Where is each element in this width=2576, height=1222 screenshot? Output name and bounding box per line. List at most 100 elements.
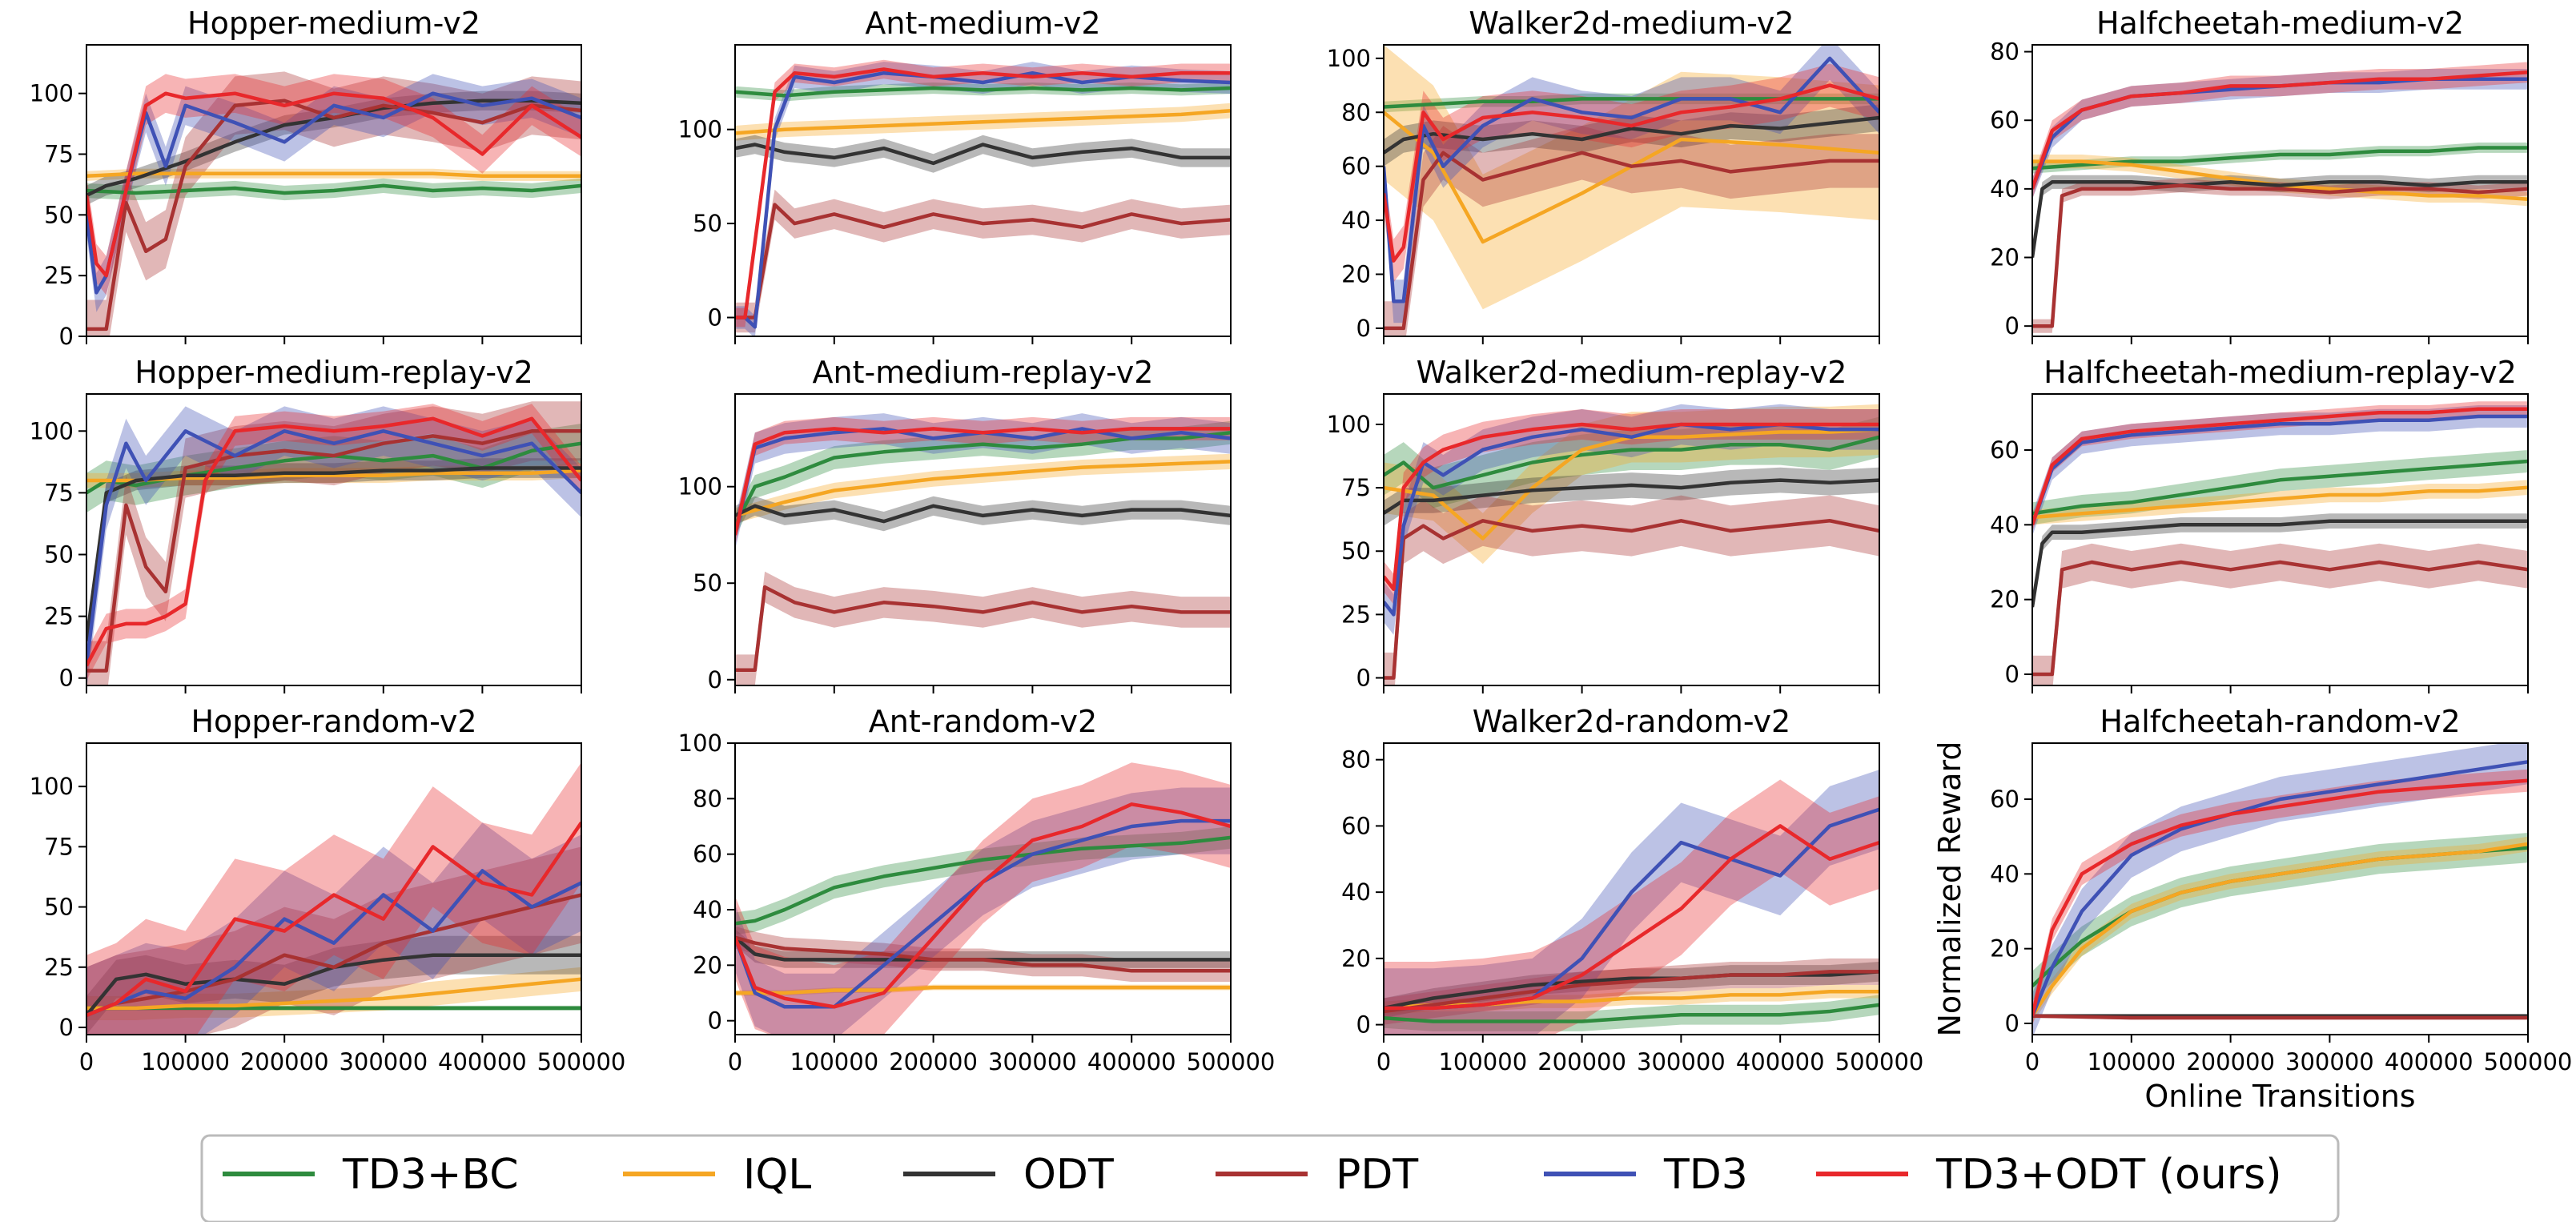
band-pdt (735, 571, 1231, 685)
y-tick-label: 0 (2005, 312, 2019, 340)
band-td3-bc (735, 420, 1231, 537)
subplot-title: Ant-medium-replay-v2 (813, 355, 1154, 390)
y-tick-label: 25 (44, 954, 74, 981)
subplot-11: Walker2d-random-v2 0 20 40 60 80 0 100000 200000… (1341, 704, 1923, 1075)
legend-label-pdt: PDT (1336, 1151, 1418, 1199)
y-tick-label: 50 (693, 210, 722, 237)
subplot-6: Ant-medium-replay-v2 0 50 100 (678, 355, 1232, 693)
y-tick-label: 25 (44, 262, 74, 289)
legend-label-iql: IQL (743, 1151, 811, 1199)
y-tick-label: 40 (693, 896, 722, 923)
y-tick-label: 75 (44, 141, 74, 168)
band-pdt (735, 189, 1231, 333)
plot-area (1384, 404, 1879, 685)
y-tick-label: 20 (1990, 935, 2019, 963)
line-td3-odt-ours- (735, 802, 1231, 1009)
line-td3-odt-ours- (1384, 422, 1879, 591)
legend-label-td3-odt-ours: TD3+ODT (ours) (1935, 1151, 2282, 1199)
y-tick-label: 20 (1990, 586, 2019, 613)
y-tick-label: 25 (44, 603, 74, 630)
line-pdt (1384, 151, 1879, 331)
y-tick-label: 100 (30, 417, 74, 444)
axes-frame (2031, 742, 2529, 1035)
band-pdt (1384, 126, 1879, 336)
x-tick-label: 300000 (339, 1048, 428, 1075)
axes-frame (86, 393, 582, 686)
y-tick-label: 0 (708, 666, 722, 693)
subplot-9: Hopper-random-v2 0 25 50 75 100 0 100000 200000 3… (30, 704, 626, 1075)
x-tick-label: 200000 (889, 1048, 978, 1075)
plot-area (735, 59, 1231, 336)
band-td3 (1384, 404, 1879, 635)
y-tick-label: 80 (693, 785, 722, 812)
axes-frame (86, 44, 582, 337)
line-td3 (2032, 414, 2528, 526)
line-td3 (2032, 760, 2528, 1017)
x-tick-label: 200000 (240, 1048, 329, 1075)
band-iql (1384, 45, 1879, 310)
y-tick-label: 40 (1990, 511, 2019, 538)
axes-frame (2031, 393, 2529, 686)
subplot-12: Halfcheetah-random-v2 0 20 40 60 0 100000 20000… (1932, 704, 2572, 1114)
subplot-1: Hopper-medium-v2 0 25 50 75 100 (30, 6, 582, 350)
x-tick-label: 200000 (1537, 1048, 1626, 1075)
legend-box (200, 1134, 2340, 1222)
x-tick-label: 300000 (2285, 1048, 2374, 1075)
line-iql (2032, 485, 2528, 520)
y-tick-label: 0 (59, 323, 74, 350)
band-td3-bc (2032, 833, 2528, 1001)
band-odt (735, 135, 1231, 173)
plot-area (735, 762, 1231, 1035)
subplot-4: Halfcheetah-medium-v2 0 20 40 60 80 (1990, 6, 2529, 344)
line-pdt (2032, 1014, 2528, 1020)
x-tick-label: 100000 (790, 1048, 878, 1075)
band-td3-odt-ours- (1384, 63, 1879, 283)
subplot-10: Ant-random-v2 0 20 40 60 80 100 0 100000 200000 30… (678, 704, 1276, 1075)
y-tick-label: 0 (2005, 661, 2019, 688)
x-tick-label: 300000 (988, 1048, 1077, 1075)
band-pdt (2032, 543, 2528, 685)
subplot-title: Halfcheetah-medium-v2 (2096, 6, 2464, 41)
line-td3 (86, 429, 581, 666)
line-iql (735, 108, 1231, 135)
line-pdt (2032, 560, 2528, 677)
y-tick-label: 0 (2005, 1010, 2019, 1037)
subplot-title: Halfcheetah-random-v2 (2100, 704, 2460, 739)
x-tick-label: 500000 (1187, 1048, 1276, 1075)
plot-area (86, 71, 581, 336)
y-tick-label: 25 (1341, 601, 1371, 628)
line-iql (2032, 842, 2528, 1017)
plot-area (2032, 743, 2528, 1035)
y-tick-label: 60 (1990, 786, 2019, 813)
band-odt (735, 496, 1231, 532)
y-tick-label: 80 (1990, 38, 2019, 66)
legend-label-odt: ODT (1023, 1151, 1114, 1199)
y-tick-label: 60 (1990, 436, 2019, 464)
line-td3 (735, 818, 1231, 1009)
band-td3-bc (2032, 450, 2528, 525)
subplot-title: Halfcheetah-medium-replay-v2 (2044, 355, 2517, 390)
plot-area (2032, 62, 2528, 333)
plot-area (86, 401, 581, 685)
line-td3-odt-ours- (2032, 407, 2528, 526)
axes-frame (734, 393, 1232, 686)
y-tick-label: 50 (44, 201, 74, 228)
line-odt (1384, 478, 1879, 515)
band-td3 (2032, 405, 2528, 537)
line-td3-bc (735, 835, 1231, 926)
x-axis-label: Online Transitions (2144, 1079, 2415, 1114)
line-td3-bc (735, 86, 1231, 98)
x-tick-label: 0 (1376, 1048, 1391, 1075)
band-iql (735, 453, 1231, 524)
y-tick-label: 0 (708, 1007, 722, 1035)
legend-label-td3: TD3 (1663, 1151, 1748, 1199)
x-tick-label: 400000 (438, 1048, 527, 1075)
band-odt (86, 935, 581, 1035)
y-tick-label: 60 (1341, 153, 1371, 180)
line-td3 (86, 869, 581, 1017)
line-odt (86, 953, 581, 1017)
line-iql (735, 985, 1231, 995)
band-td3 (735, 62, 1231, 336)
x-tick-label: 400000 (2385, 1048, 2474, 1075)
x-tick-label: 300000 (1637, 1048, 1726, 1075)
